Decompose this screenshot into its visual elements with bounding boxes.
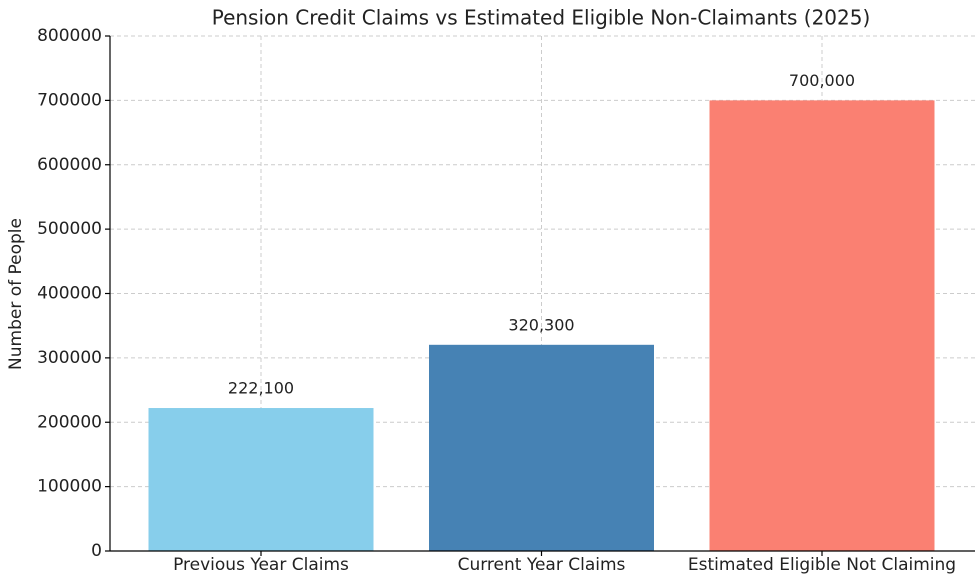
bar bbox=[709, 100, 935, 551]
y-tick-label: 600000 bbox=[37, 155, 102, 175]
value-label: 222,100 bbox=[228, 379, 294, 398]
x-tick-label: Estimated Eligible Not Claiming bbox=[688, 555, 956, 575]
y-axis-label: Number of People bbox=[6, 218, 26, 370]
y-tick-label: 500000 bbox=[37, 219, 102, 239]
y-tick-label: 200000 bbox=[37, 412, 102, 432]
y-tick-label: 700000 bbox=[37, 90, 102, 110]
y-tick-label: 0 bbox=[91, 541, 102, 561]
plot-area: 0 100000 200000 300000 400000 500000 600000 700… bbox=[37, 26, 975, 575]
bar bbox=[148, 408, 374, 551]
y-tick-label: 100000 bbox=[37, 477, 102, 497]
value-label: 700,000 bbox=[789, 71, 855, 90]
value-label: 320,300 bbox=[508, 315, 574, 334]
y-tick-label: 300000 bbox=[37, 348, 102, 368]
bar bbox=[429, 344, 654, 551]
y-tick-label: 800000 bbox=[37, 26, 102, 46]
x-tick-label: Previous Year Claims bbox=[173, 555, 349, 575]
y-tick-label: 400000 bbox=[37, 284, 102, 304]
x-tick-label: Current Year Claims bbox=[458, 555, 626, 575]
chart-title: Pension Credit Claims vs Estimated Eligi… bbox=[212, 6, 871, 30]
